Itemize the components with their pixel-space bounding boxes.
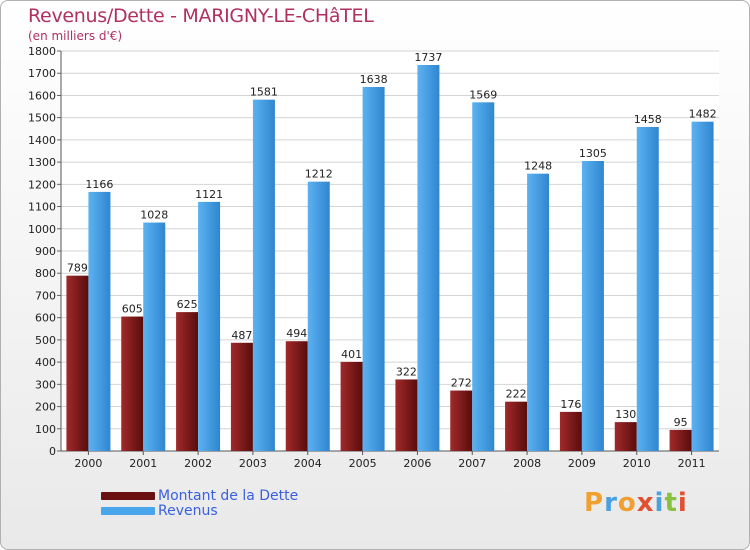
x-tick-label: 2001 — [129, 457, 157, 470]
bar-debt — [669, 429, 692, 451]
bar-revenue — [198, 201, 221, 451]
legend-swatch-revenue — [101, 506, 155, 515]
bar-debt — [559, 411, 582, 451]
y-tick-label: 300 — [35, 378, 56, 391]
bar-debt — [614, 422, 637, 451]
data-label-debt: 176 — [560, 398, 581, 411]
bar-revenue — [527, 173, 550, 451]
bar-debt — [340, 361, 363, 451]
x-tick-label: 2003 — [239, 457, 267, 470]
y-tick-label: 0 — [49, 445, 56, 458]
y-tick-label: 400 — [35, 356, 56, 369]
x-tick-label: 2000 — [74, 457, 102, 470]
bar-revenue — [417, 65, 440, 451]
bar-debt — [121, 316, 144, 451]
bar-debt — [176, 312, 199, 451]
logo-letter: i — [677, 488, 688, 518]
bar-revenue — [362, 87, 385, 451]
y-tick-label: 500 — [35, 334, 56, 347]
x-tick-label: 2010 — [623, 457, 651, 470]
data-label-revenue: 1569 — [469, 88, 497, 101]
x-tick-label: 2004 — [294, 457, 322, 470]
x-tick-label: 2008 — [513, 457, 541, 470]
y-tick-label: 1200 — [28, 178, 56, 191]
data-label-revenue: 1458 — [634, 113, 662, 126]
data-label-debt: 95 — [674, 416, 688, 429]
y-tick-label: 1700 — [28, 67, 56, 80]
chart-legend: Montant de la Dette Revenus — [101, 487, 299, 519]
bar-revenue — [252, 99, 275, 452]
logo-letter: r — [604, 488, 618, 518]
data-label-revenue: 1121 — [195, 188, 223, 201]
logo-letter: t — [664, 488, 678, 518]
data-label-debt: 222 — [506, 388, 527, 401]
data-label-debt: 130 — [615, 408, 636, 421]
y-tick-label: 1800 — [28, 45, 56, 58]
y-tick-label: 1000 — [28, 223, 56, 236]
data-label-debt: 401 — [341, 348, 362, 361]
y-tick-label: 700 — [35, 289, 56, 302]
data-label-debt: 625 — [177, 298, 198, 311]
bar-revenue — [88, 191, 111, 451]
bar-revenue — [691, 121, 714, 452]
data-label-revenue: 1248 — [524, 160, 552, 173]
data-label-revenue: 1737 — [414, 51, 442, 64]
bar-debt — [450, 390, 473, 451]
x-tick-label: 2005 — [349, 457, 377, 470]
bar-debt — [505, 401, 528, 451]
data-label-revenue: 1638 — [360, 73, 388, 86]
bar-revenue — [581, 161, 604, 451]
y-tick-label: 1400 — [28, 134, 56, 147]
bar-revenue — [143, 222, 166, 451]
x-tick-label: 2006 — [403, 457, 431, 470]
logo-letter: x — [636, 488, 655, 518]
data-label-revenue: 1482 — [689, 108, 717, 121]
y-tick-label: 200 — [35, 401, 56, 414]
data-label-revenue: 1212 — [305, 168, 333, 181]
data-label-debt: 789 — [67, 262, 88, 275]
data-label-revenue: 1028 — [140, 209, 168, 222]
y-tick-label: 1600 — [28, 89, 56, 102]
data-label-revenue: 1581 — [250, 86, 278, 99]
data-label-debt: 487 — [231, 329, 252, 342]
data-label-debt: 272 — [451, 377, 472, 390]
data-label-debt: 605 — [122, 303, 143, 316]
data-label-revenue: 1305 — [579, 147, 607, 160]
legend-item-revenue: Revenus — [101, 502, 298, 519]
y-tick-label: 600 — [35, 312, 56, 325]
data-label-revenue: 1166 — [85, 178, 113, 191]
data-label-debt: 322 — [396, 365, 417, 378]
x-tick-label: 2002 — [184, 457, 212, 470]
logo-letter: i — [654, 488, 665, 518]
y-tick-label: 800 — [35, 267, 56, 280]
logo-letter: o — [617, 488, 637, 518]
y-tick-label: 1300 — [28, 156, 56, 169]
x-tick-label: 2011 — [678, 457, 706, 470]
bar-debt — [395, 379, 418, 451]
y-tick-label: 1500 — [28, 112, 56, 125]
proxiti-logo: Proxiti — [584, 488, 688, 518]
bar-revenue — [636, 127, 659, 451]
x-tick-label: 2007 — [458, 457, 486, 470]
chart-title: Revenus/Dette - MARIGNY-LE-CHâTEL — [28, 5, 374, 27]
chart-subtitle: (en milliers d'€) — [28, 29, 123, 43]
bar-debt — [285, 341, 308, 451]
data-label-debt: 494 — [286, 327, 307, 340]
legend-item-debt: Montant de la Dette — [101, 487, 299, 504]
bar-revenue — [472, 102, 495, 451]
y-tick-label: 100 — [35, 423, 56, 436]
bar-debt — [230, 342, 253, 451]
logo-letter: P — [584, 488, 605, 518]
legend-swatch-debt — [101, 491, 155, 500]
y-tick-label: 1100 — [28, 201, 56, 214]
bar-revenue — [307, 181, 330, 451]
y-tick-label: 900 — [35, 245, 56, 258]
x-tick-label: 2009 — [568, 457, 596, 470]
legend-label-revenue: Revenus — [158, 502, 218, 519]
bar-debt — [66, 275, 89, 451]
legend-label-debt: Montant de la Dette — [158, 487, 299, 504]
